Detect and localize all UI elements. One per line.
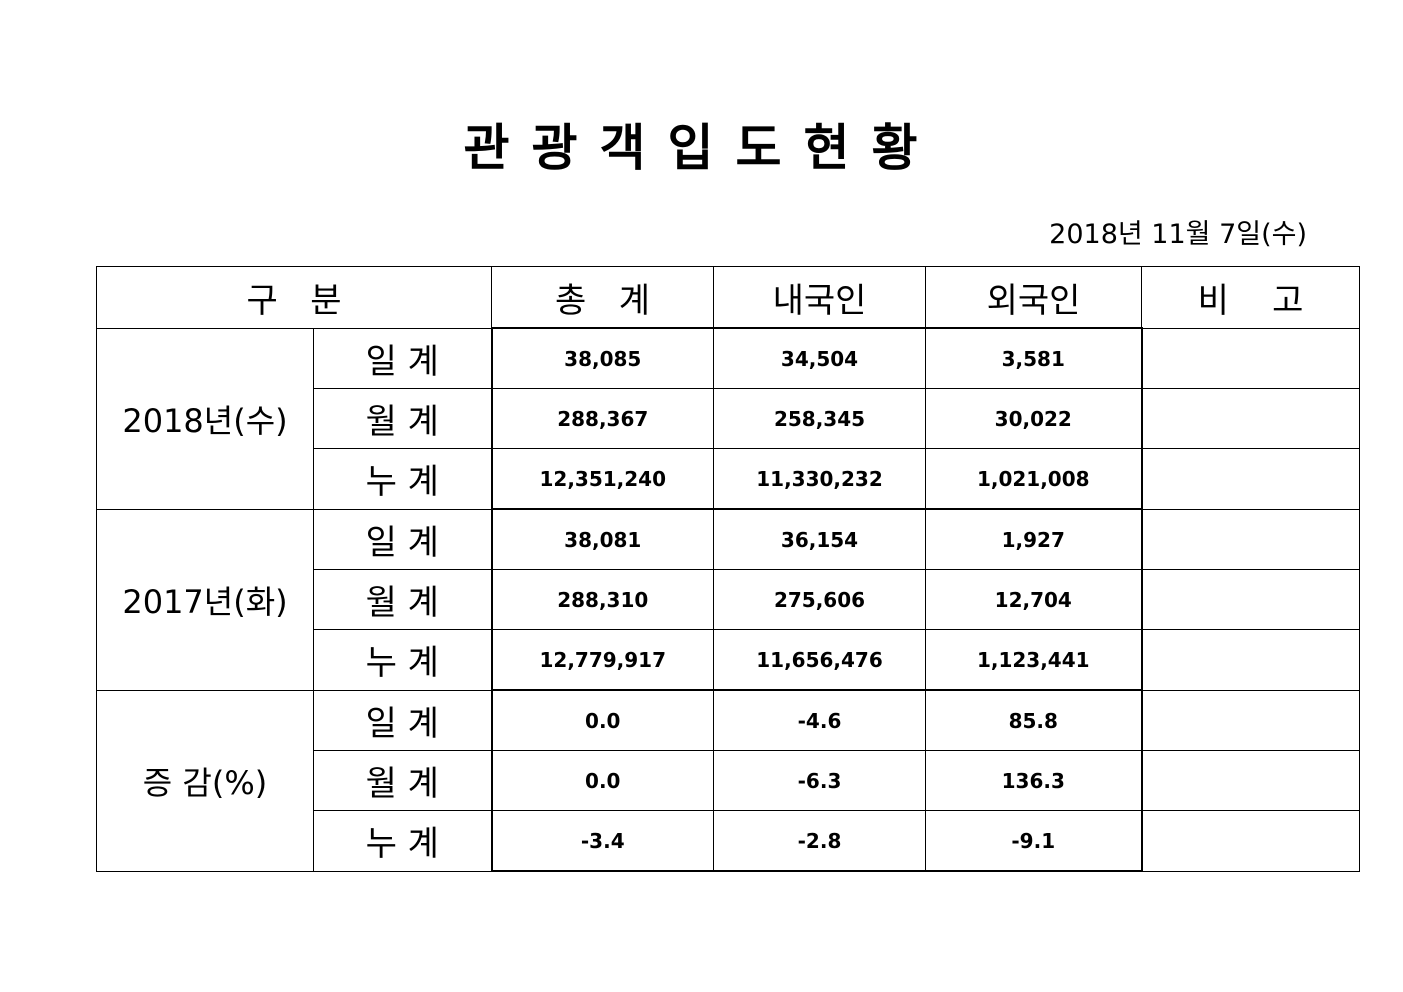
header-foreign: 외국인: [925, 266, 1142, 329]
cell-remarks: [1141, 689, 1360, 751]
report-date: 2018년 11월 7일(수): [1049, 219, 1307, 250]
cell-total: 288,310: [490, 569, 714, 630]
table-row: 월 계 288,310 275,606 12,704: [97, 569, 1360, 630]
cell-total: 12,779,917: [490, 629, 714, 691]
cell-foreign: -9.1: [925, 810, 1143, 872]
cell-total: 0.0: [490, 689, 714, 751]
cell-remarks: [1141, 448, 1360, 510]
cell-remarks: [1141, 508, 1360, 570]
cell-remarks: [1141, 810, 1360, 872]
tourist-arrivals-table: 구 분 총 계 내국인 외국인 비 고 2018년(수) 일 계 38,085 …: [96, 266, 1360, 872]
row-label: 월 계: [313, 569, 492, 630]
header-domestic: 내국인: [713, 266, 926, 329]
header-remarks: 비 고: [1141, 266, 1360, 329]
page-title: 관광객입도현황: [463, 119, 940, 177]
row-label: 일 계: [313, 508, 492, 570]
cell-remarks: [1141, 569, 1360, 630]
cell-total: 288,367: [490, 388, 714, 449]
cell-domestic: 36,154: [713, 508, 926, 570]
cell-foreign: 1,927: [925, 508, 1143, 570]
header-category: 구 분: [96, 266, 492, 329]
row-label: 누 계: [313, 629, 492, 691]
table-row: 월 계 288,367 258,345 30,022: [97, 388, 1360, 449]
cell-total: 12,351,240: [490, 448, 714, 510]
table-row: 누 계 -3.4 -2.8 -9.1: [97, 810, 1360, 872]
row-label: 누 계: [313, 448, 492, 510]
cell-total: 38,081: [490, 508, 714, 570]
cell-foreign: 85.8: [925, 689, 1143, 751]
cell-domestic: -2.8: [713, 810, 926, 872]
cell-domestic: -4.6: [713, 689, 926, 751]
group-label: 2018년(수): [96, 327, 314, 510]
cell-foreign: 1,123,441: [925, 629, 1143, 691]
cell-foreign: 12,704: [925, 569, 1143, 630]
cell-foreign: 30,022: [925, 388, 1143, 449]
cell-domestic: 275,606: [713, 569, 926, 630]
cell-foreign: 136.3: [925, 750, 1143, 811]
row-label: 월 계: [313, 388, 492, 449]
cell-total: 38,085: [490, 327, 714, 389]
header-row: 구 분 총 계 내국인 외국인 비 고: [96, 266, 1360, 329]
cell-remarks: [1141, 750, 1360, 811]
group-label: 2017년(화): [96, 508, 314, 691]
cell-remarks: [1141, 629, 1360, 691]
cell-domestic: 34,504: [713, 327, 926, 389]
cell-domestic: 11,656,476: [713, 629, 926, 691]
cell-total: 0.0: [490, 750, 714, 811]
cell-domestic: 11,330,232: [713, 448, 926, 510]
cell-domestic: 258,345: [713, 388, 926, 449]
row-label: 일 계: [313, 327, 492, 389]
header-total: 총 계: [491, 266, 714, 329]
cell-domestic: -6.3: [713, 750, 926, 811]
group-label: 증 감(%): [96, 689, 314, 872]
cell-remarks: [1141, 327, 1360, 389]
cell-remarks: [1141, 388, 1360, 449]
row-label: 누 계: [313, 810, 492, 872]
row-label: 일 계: [313, 689, 492, 751]
table-row: 누 계 12,779,917 11,656,476 1,123,441: [97, 629, 1360, 691]
row-label: 월 계: [313, 750, 492, 811]
cell-foreign: 3,581: [925, 327, 1143, 389]
table-row: 월 계 0.0 -6.3 136.3: [97, 750, 1360, 811]
table-row: 증 감(%) 일 계 0.0 -4.6 85.8: [96, 689, 1360, 872]
cell-foreign: 1,021,008: [925, 448, 1143, 510]
cell-total: -3.4: [490, 810, 714, 872]
table-row: 2017년(화) 일 계 38,081 36,154 1,927: [96, 508, 1360, 691]
table-row: 2018년(수) 일 계 38,085 34,504 3,581: [96, 327, 1360, 510]
table-row: 누 계 12,351,240 11,330,232 1,021,008: [97, 448, 1360, 510]
